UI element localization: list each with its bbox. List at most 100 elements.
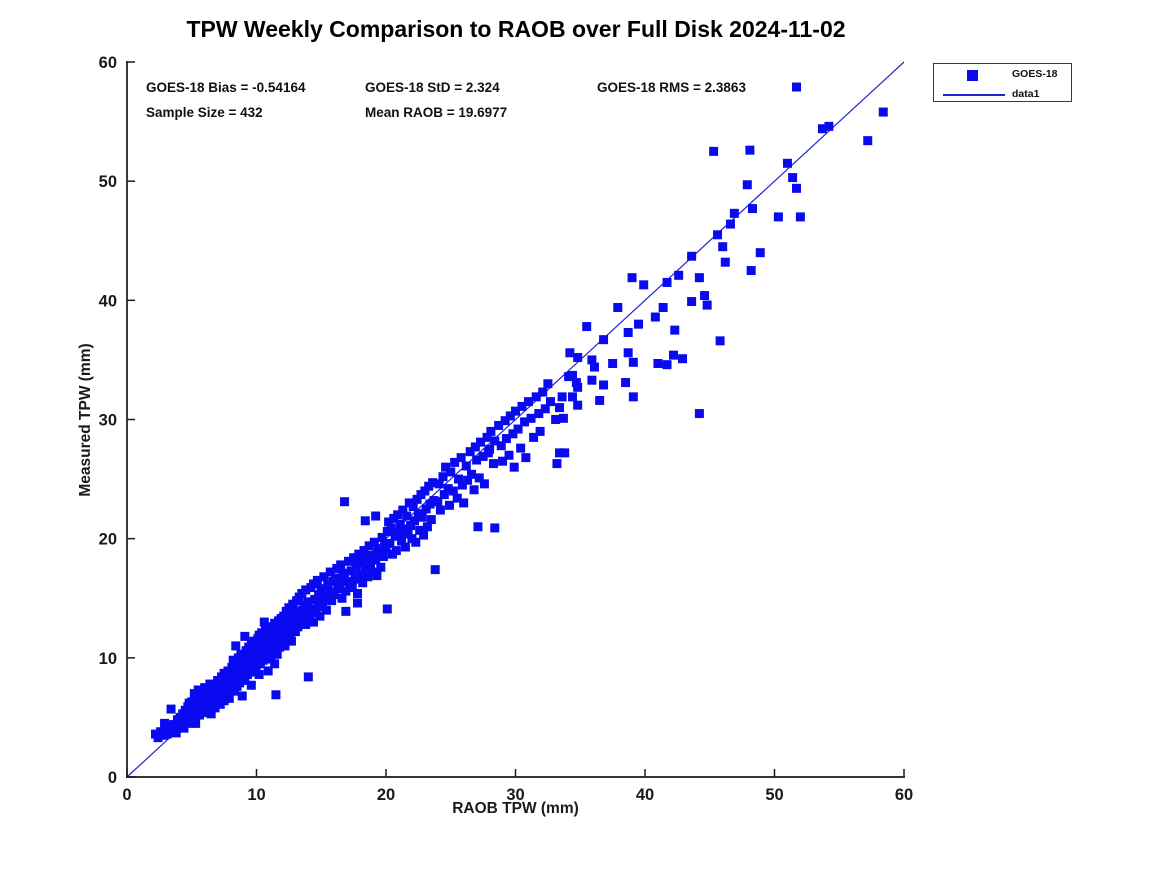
scatter-point [792,82,802,92]
scatter-point [290,627,300,637]
scatter-point [303,597,313,607]
scatter-point [863,136,873,146]
scatter-point [745,145,755,155]
scatter-point [330,573,340,583]
scatter-point [254,649,264,659]
scatter-point [545,397,555,407]
scatter-point [301,619,311,629]
scatter-point [231,641,241,651]
scatter-point [457,480,467,490]
scatter-point [662,277,672,287]
scatter-point [613,302,623,312]
scatter-point [450,457,460,467]
scatter-point [329,590,339,600]
scatter-point [400,542,410,552]
x-tick-label: 30 [506,786,524,804]
scatter-point [709,146,719,156]
scatter-point [219,696,229,706]
scatter-point [438,472,448,482]
scatter-point [210,703,220,713]
scatter-point [412,494,422,504]
scatter-point [670,325,680,335]
scatter-point [694,273,704,283]
scatter-point [301,585,311,595]
scatter-point [253,654,263,664]
scatter-point [347,580,357,590]
scatter-point [393,510,403,520]
scatter-point [543,379,553,389]
scatter-point [365,559,375,569]
scatter-point [318,598,328,608]
scatter-point [372,571,382,581]
scatter-point [262,635,272,645]
legend-box: GOES-18 data1 [933,63,1072,102]
scatter-point [720,257,730,267]
x-tick-label: 50 [765,786,783,804]
scatter-point [428,478,438,488]
scatter-point [206,709,216,719]
scatter-point [500,416,510,426]
scatter-point [466,469,476,479]
scatter-point [434,479,444,489]
scatter-point [406,521,416,531]
scatter-point [279,611,289,621]
scatter-point [520,417,530,427]
legend-entry-data1: data1 [934,86,1071,104]
scatter-point [353,588,363,598]
scatter-point [364,541,374,551]
scatter-point [650,312,660,322]
scatter-point [488,459,498,469]
scatter-point [349,553,359,563]
legend-label-data1: data1 [1012,88,1040,100]
scatter-point [166,704,176,714]
scatter-point [305,612,315,622]
scatter-point [422,522,432,532]
scatter-point [261,624,271,634]
scatter-point [521,453,531,463]
scatter-point [535,426,545,436]
scatter-point [573,353,583,363]
scatter-point [191,718,201,728]
scatter-point [729,208,739,218]
scatter-point [398,505,408,515]
scatter-point [454,474,464,484]
y-tick-label: 30 [99,412,117,430]
scatter-point [782,158,792,168]
scatter-point [369,537,379,547]
stat-bias-text: GOES-18 Bias = -0.54164 [146,80,306,95]
scatter-point [315,611,325,621]
scatter-point [555,448,565,458]
scatter-point [297,605,307,615]
scatter-point [540,404,550,414]
scatter-point [275,642,285,652]
scatter-point [531,392,541,402]
scatter-point [394,528,404,538]
scatter-point [509,462,519,472]
scatter-point [639,280,649,290]
scatter-point [351,561,361,571]
y-tick-label: 20 [99,531,117,549]
scatter-point [399,524,409,534]
scatter-point [476,437,486,447]
scatter-point [687,251,697,261]
legend-line-icon [943,94,1005,96]
scatter-point [694,409,704,419]
scatter-point [359,546,369,556]
scatter-point [353,598,363,608]
scatter-point [634,319,644,329]
scatter-point [192,705,202,715]
scatter-point [472,455,482,465]
scatter-point [595,395,605,405]
scatter-point [179,723,189,733]
scatter-point [486,426,496,436]
scatter-point [176,717,186,727]
scatter-point [340,568,350,578]
scatter-point [513,424,523,434]
scatter-point [382,604,392,614]
scatter-point [340,497,350,507]
scatter-point [482,432,492,442]
scatter-point [478,451,488,461]
scatter-point [402,511,412,521]
scatter-point [169,720,179,730]
scatter-point [270,643,280,653]
